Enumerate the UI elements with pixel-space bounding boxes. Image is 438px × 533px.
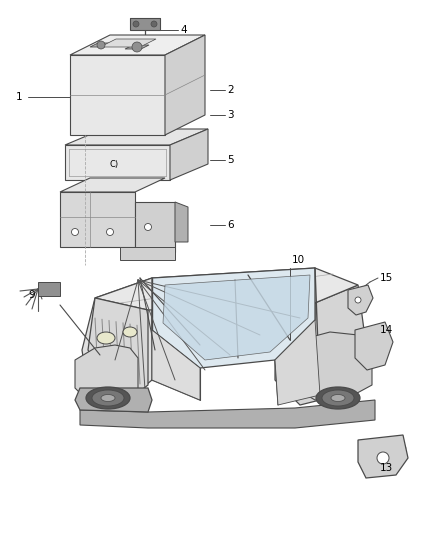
Polygon shape xyxy=(120,247,175,260)
Text: 6: 6 xyxy=(227,220,233,230)
Text: 15: 15 xyxy=(380,273,393,283)
Text: 2: 2 xyxy=(227,85,233,95)
Polygon shape xyxy=(175,202,188,242)
Polygon shape xyxy=(60,178,165,192)
Text: 9: 9 xyxy=(28,290,35,300)
Text: 13: 13 xyxy=(380,463,393,473)
Text: C): C) xyxy=(110,160,119,169)
Circle shape xyxy=(145,223,152,230)
Polygon shape xyxy=(38,282,60,296)
Polygon shape xyxy=(80,400,375,428)
Polygon shape xyxy=(75,388,152,412)
Polygon shape xyxy=(292,332,372,400)
Polygon shape xyxy=(82,278,152,408)
Polygon shape xyxy=(75,345,138,398)
Polygon shape xyxy=(70,35,205,55)
Circle shape xyxy=(71,229,78,236)
Polygon shape xyxy=(90,43,112,47)
Polygon shape xyxy=(355,322,393,370)
Polygon shape xyxy=(100,39,156,47)
Circle shape xyxy=(355,297,361,303)
Polygon shape xyxy=(65,129,208,145)
Polygon shape xyxy=(135,202,175,252)
Ellipse shape xyxy=(316,387,360,409)
Circle shape xyxy=(377,452,389,464)
Circle shape xyxy=(106,229,113,236)
Circle shape xyxy=(132,42,142,52)
Text: 5: 5 xyxy=(227,155,233,165)
Ellipse shape xyxy=(92,390,124,406)
Polygon shape xyxy=(70,55,165,135)
Polygon shape xyxy=(88,298,148,408)
Polygon shape xyxy=(275,268,368,405)
Polygon shape xyxy=(165,35,205,135)
Text: 4: 4 xyxy=(180,25,187,35)
Polygon shape xyxy=(163,275,310,360)
Circle shape xyxy=(97,41,105,49)
Polygon shape xyxy=(130,18,160,30)
Polygon shape xyxy=(170,129,208,180)
Polygon shape xyxy=(152,268,315,368)
Polygon shape xyxy=(65,145,170,180)
Ellipse shape xyxy=(86,387,130,409)
Ellipse shape xyxy=(101,394,115,401)
Polygon shape xyxy=(125,45,149,49)
Text: 3: 3 xyxy=(227,110,233,120)
Ellipse shape xyxy=(331,394,345,401)
Text: 14: 14 xyxy=(380,325,393,335)
Polygon shape xyxy=(275,320,320,405)
Ellipse shape xyxy=(123,327,137,337)
Text: 1: 1 xyxy=(15,92,22,102)
Ellipse shape xyxy=(322,390,354,406)
Polygon shape xyxy=(60,192,135,247)
Polygon shape xyxy=(95,268,358,310)
Text: 10: 10 xyxy=(292,255,305,265)
Circle shape xyxy=(133,21,139,27)
Polygon shape xyxy=(348,285,373,315)
Polygon shape xyxy=(152,330,200,400)
Circle shape xyxy=(151,21,157,27)
Polygon shape xyxy=(358,435,408,478)
Ellipse shape xyxy=(97,332,115,344)
